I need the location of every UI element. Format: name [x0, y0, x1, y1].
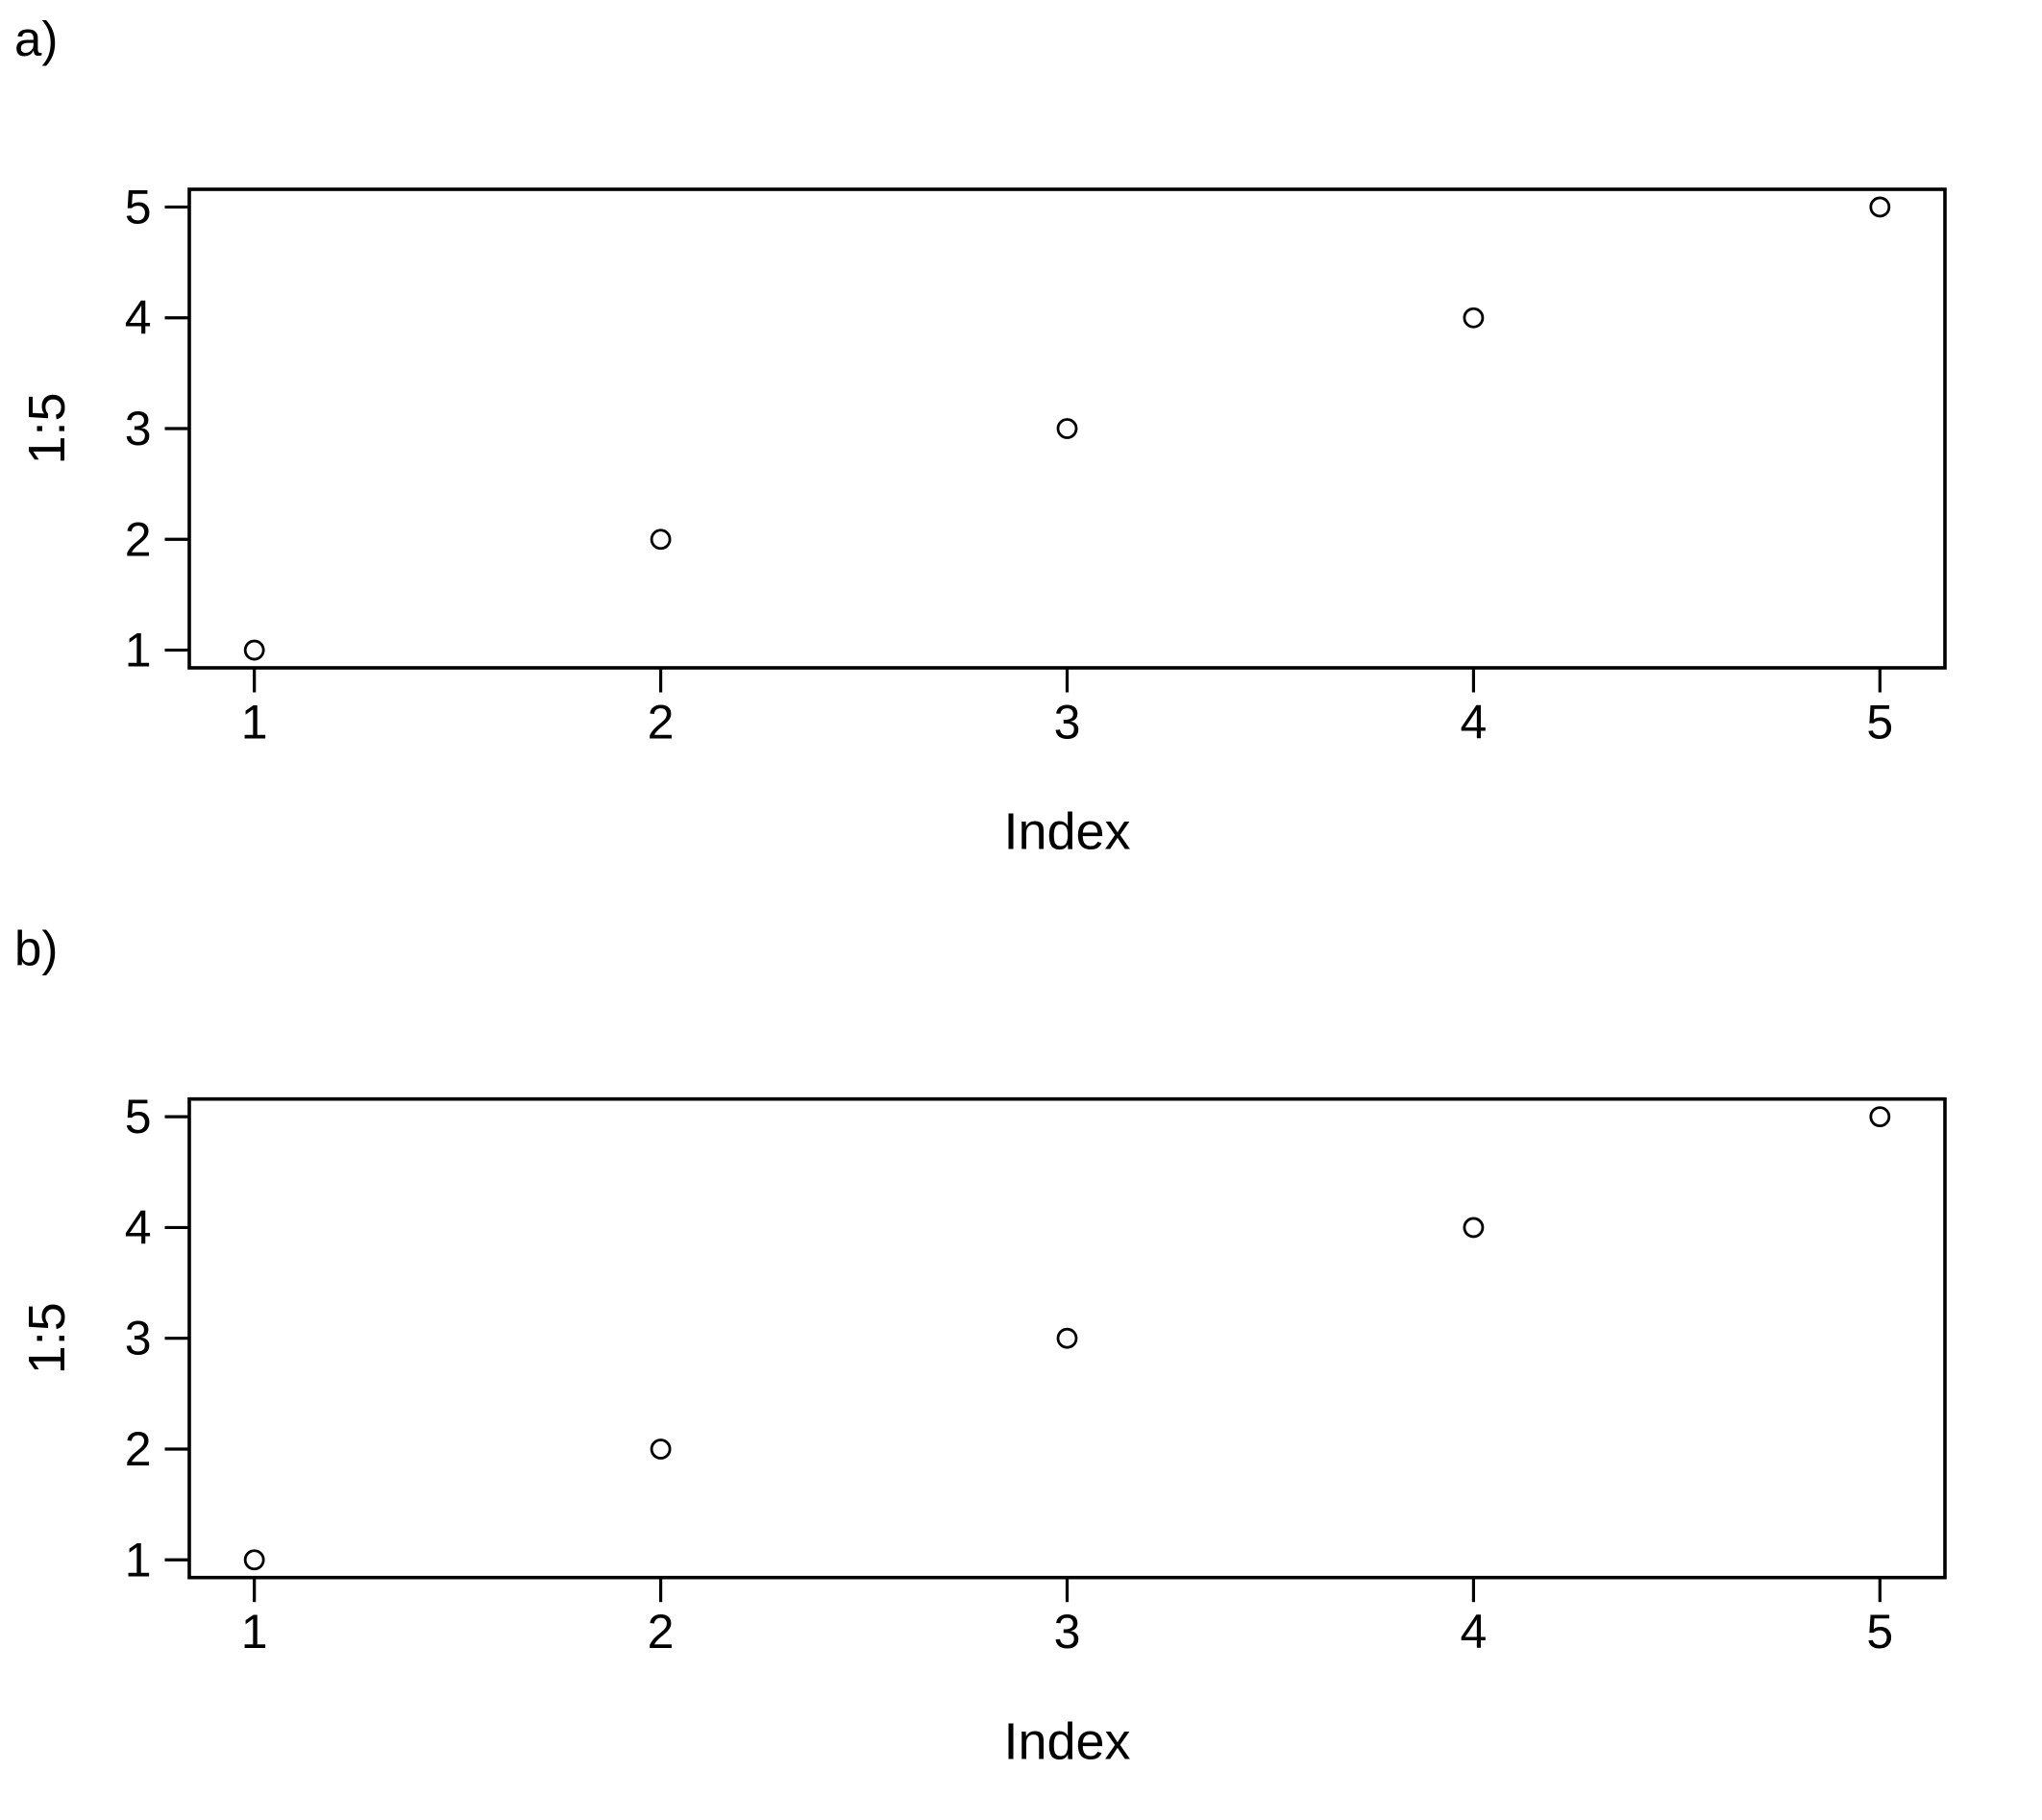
svg-text:5: 5	[125, 180, 152, 234]
svg-text:2: 2	[648, 696, 675, 750]
svg-text:5: 5	[1866, 1605, 1893, 1659]
svg-text:3: 3	[125, 402, 152, 455]
svg-text:2: 2	[648, 1605, 675, 1659]
svg-text:4: 4	[125, 291, 152, 345]
svg-text:4: 4	[1461, 696, 1488, 750]
svg-text:1: 1	[241, 1605, 268, 1659]
svg-text:1:5: 1:5	[18, 1302, 76, 1374]
svg-text:1:5: 1:5	[18, 392, 76, 464]
svg-text:1: 1	[125, 624, 152, 677]
svg-text:2: 2	[125, 1422, 152, 1476]
svg-text:3: 3	[1054, 696, 1081, 750]
svg-text:Index: Index	[1003, 803, 1130, 861]
svg-text:4: 4	[125, 1200, 152, 1254]
svg-text:4: 4	[1461, 1605, 1488, 1659]
svg-text:Index: Index	[1003, 1712, 1130, 1770]
svg-text:5: 5	[125, 1090, 152, 1144]
svg-text:a): a)	[14, 12, 58, 66]
svg-text:1: 1	[125, 1533, 152, 1586]
svg-text:3: 3	[1054, 1605, 1081, 1659]
svg-text:5: 5	[1866, 696, 1893, 750]
svg-text:2: 2	[125, 512, 152, 566]
svg-text:3: 3	[125, 1312, 152, 1365]
svg-text:b): b)	[14, 922, 58, 976]
svg-text:1: 1	[241, 696, 268, 750]
